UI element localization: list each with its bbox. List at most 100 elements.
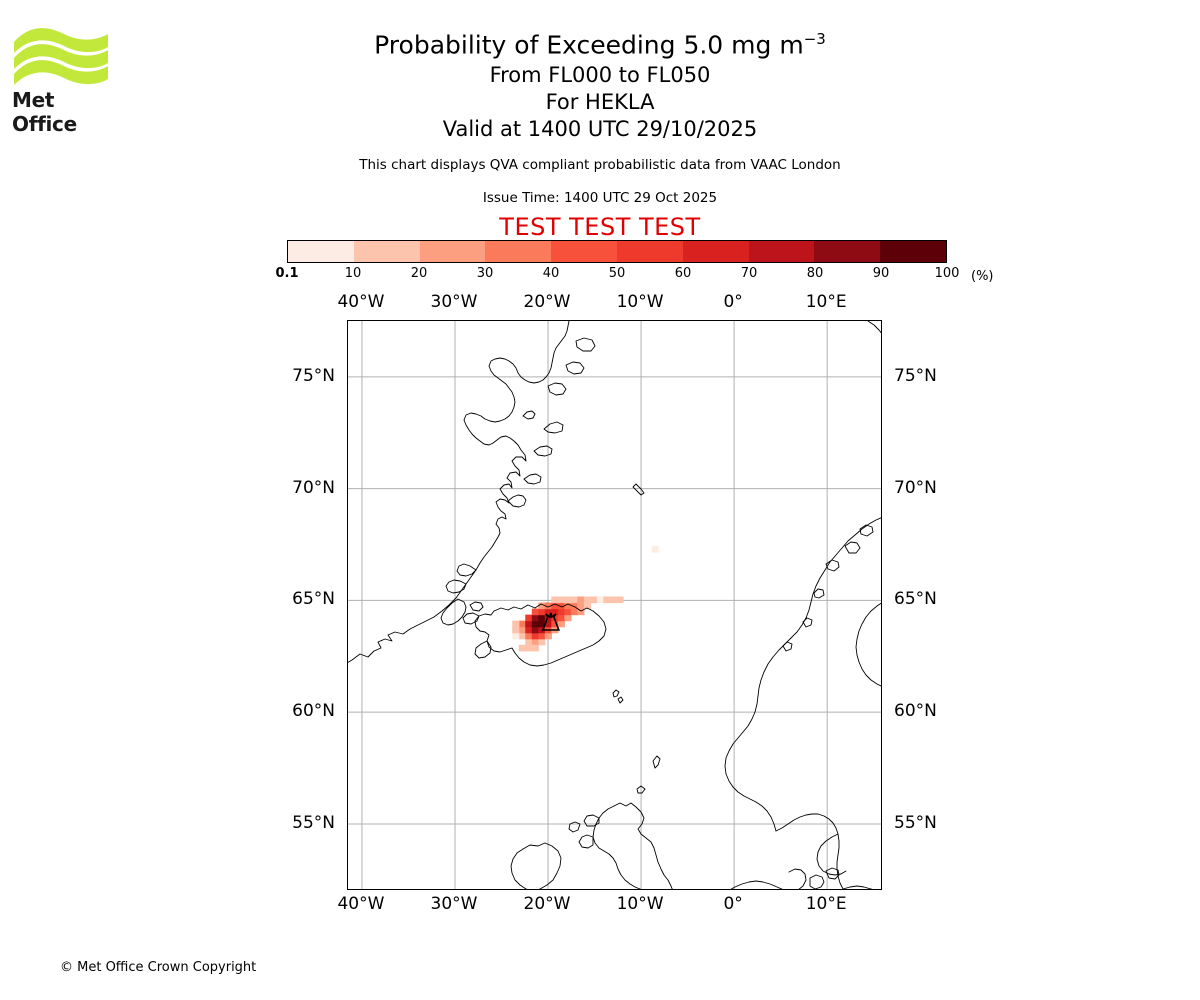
colorbar-tick-60: 60 [674, 266, 692, 281]
longitude-label-40°W: 40°W [337, 292, 385, 312]
ash-cell [651, 545, 659, 553]
ash-cell [531, 626, 539, 634]
logo-wordmark: Met Office [12, 88, 77, 136]
page-title-exponent: −3 [803, 30, 826, 48]
issue-time: Issue Time: 1400 UTC 29 Oct 2025 [482, 190, 718, 206]
ash-cell [544, 608, 552, 616]
ash-cell [590, 596, 598, 604]
ash-cell [557, 596, 565, 604]
colorbar-tick-100: 100 [934, 266, 960, 281]
ash-cell [583, 602, 591, 610]
colorbar-tick-50: 50 [608, 266, 626, 281]
volcano-symbol [541, 612, 560, 631]
longitude-label-20°W: 20°W [523, 292, 571, 312]
latitude-label-left-60°N: 60°N [292, 701, 335, 722]
ash-cell [525, 638, 533, 646]
colorbar-tick-0.1: 0.1 [275, 266, 299, 281]
ash-cell [551, 602, 559, 610]
test-banner: TEST TEST TEST [499, 213, 701, 241]
latitude-label-right-65°N: 65°N [894, 589, 937, 610]
colorbar-tick-80: 80 [806, 266, 824, 281]
map-canvas [348, 321, 881, 889]
ash-cell [538, 632, 546, 640]
colorbar-tick-90: 90 [872, 266, 890, 281]
ash-cell [570, 596, 578, 604]
ash-cell [538, 626, 546, 634]
ash-cell [544, 602, 552, 610]
flight-level-range: From FL000 to FL050 [489, 63, 711, 88]
ash-cell [557, 602, 565, 610]
colorbar-tick-20: 20 [410, 266, 428, 281]
latitude-label-right-60°N: 60°N [894, 701, 937, 722]
page-title-text: Probability of Exceeding 5.0 mg m [374, 30, 804, 60]
colorbar-band-2 [419, 241, 486, 262]
longitude-label-10°E: 10°E [805, 292, 847, 312]
ash-cell [531, 644, 539, 652]
latitude-label-right-75°N: 75°N [894, 365, 937, 386]
map-gridlines [348, 321, 881, 889]
longitude-label-40°W: 40°W [337, 894, 385, 914]
longitude-label-30°W: 30°W [430, 292, 478, 312]
ash-cell [616, 596, 624, 604]
ash-cell [551, 620, 559, 628]
ash-cell [538, 620, 546, 628]
colorbar-band-6 [682, 241, 749, 262]
ash-cell [512, 632, 520, 640]
page-title: Probability of Exceeding 5.0 mg m−3 [0, 22, 1200, 62]
latitude-label-left-65°N: 65°N [292, 589, 335, 610]
ash-cell [531, 614, 539, 622]
colorbar-tick-30: 30 [476, 266, 494, 281]
ash-cell [525, 626, 533, 634]
colorbar-band-4 [551, 241, 617, 262]
latitude-label-right-55°N: 55°N [894, 812, 937, 833]
met-office-logo: Met Office [12, 22, 122, 136]
ash-cell [557, 620, 565, 628]
ash-cell [531, 608, 539, 616]
longitude-label-0°: 0° [723, 894, 743, 914]
latitude-label-left-70°N: 70°N [292, 477, 335, 498]
ash-cell [538, 602, 546, 610]
ash-cell [570, 608, 578, 616]
colorbar-band-3 [485, 241, 552, 262]
ash-cell [544, 632, 552, 640]
coastlines [348, 321, 881, 889]
volcano-icon [541, 612, 560, 631]
ash-cell [564, 608, 572, 616]
ash-cell [603, 596, 611, 604]
ash-cell [538, 608, 546, 616]
ash-cell [596, 596, 605, 604]
volcano-name: For HEKLA [545, 90, 655, 115]
ash-cell [518, 644, 526, 652]
met-office-wave-mark [14, 28, 108, 85]
ash-cell [518, 632, 526, 640]
colorbar-tick-40: 40 [542, 266, 560, 281]
colorbar-unit-label: (%) [971, 269, 994, 284]
longitude-label-20°W: 20°W [523, 894, 571, 914]
ash-cell [538, 614, 546, 622]
ash-probability-cells [512, 545, 659, 652]
colorbar-tick-10: 10 [344, 266, 362, 281]
ash-cell [570, 602, 578, 610]
ash-cell [551, 608, 559, 616]
valid-time: Valid at 1400 UTC 29/10/2025 [442, 117, 758, 142]
longitude-label-10°W: 10°W [616, 292, 664, 312]
ash-cell [551, 596, 559, 604]
ash-cell [564, 614, 572, 622]
longitude-label-10°E: 10°E [805, 894, 847, 914]
ash-cell [531, 632, 539, 640]
colorbar-tick-70: 70 [740, 266, 758, 281]
latitude-label-left-55°N: 55°N [292, 812, 335, 833]
colorbar-band-0 [288, 241, 354, 262]
copyright-notice: © Met Office Crown Copyright [60, 960, 257, 975]
ash-cell [564, 596, 572, 604]
colorbar-band-8 [814, 241, 881, 262]
ash-cell [557, 608, 565, 616]
longitude-label-0°: 0° [723, 292, 743, 312]
ash-cell [531, 620, 539, 628]
probability-colorbar [287, 240, 947, 263]
ash-cell [512, 620, 520, 628]
ash-cell [544, 620, 552, 628]
ash-cell [538, 638, 546, 646]
ash-cell [544, 614, 552, 622]
ash-cell [564, 602, 572, 610]
